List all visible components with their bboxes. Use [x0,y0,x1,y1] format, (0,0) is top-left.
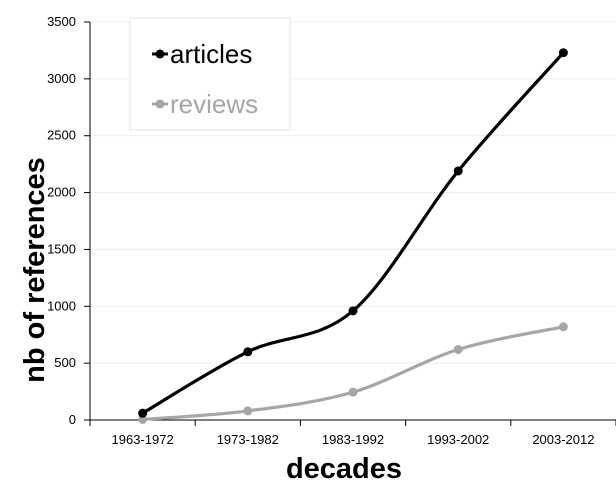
data-point-reviews [348,387,358,397]
data-point-reviews [558,322,568,332]
y-tick-labels: 0 500 1000 1500 2000 2500 3000 3500 [47,14,76,427]
data-point-articles [348,306,358,316]
data-point-articles [138,408,148,418]
data-series [138,48,568,424]
legend: articles reviews [129,17,291,131]
legend-swatch-marker [155,99,165,109]
legend-box [129,17,291,131]
y-tick-label: 1500 [47,241,76,256]
legend-swatch-marker [155,49,165,59]
data-point-articles [453,166,463,176]
y-tick-label: 1000 [47,298,76,313]
y-axis-title: nb of references [19,157,51,383]
legend-label: articles [170,39,252,69]
y-tick-label: 2000 [47,185,76,200]
x-tick-label: 1983-1992 [322,432,384,447]
data-point-articles [558,48,568,58]
y-tick-label: 0 [69,412,76,427]
x-axis-title: decades [286,453,402,482]
y-tick-label: 2500 [47,128,76,143]
data-point-reviews [138,414,148,424]
data-point-reviews [453,344,463,354]
axes [84,21,616,426]
data-point-reviews [243,406,253,416]
y-tick-label: 3500 [47,14,76,29]
x-tick-label: 1963-1972 [112,432,174,447]
data-point-articles [243,347,253,357]
x-tick-labels: 1963-1972 1973-1982 1983-1992 1993-2002 2003… [112,432,595,447]
y-tick-label: 500 [54,355,76,370]
x-tick-label: 1993-2002 [427,432,489,447]
y-tick-label: 3000 [47,71,76,86]
x-tick-label: 2003-2012 [532,432,594,447]
x-tick-label: 1973-1982 [217,432,279,447]
series-line-articles [141,51,565,415]
legend-label: reviews [170,89,258,119]
